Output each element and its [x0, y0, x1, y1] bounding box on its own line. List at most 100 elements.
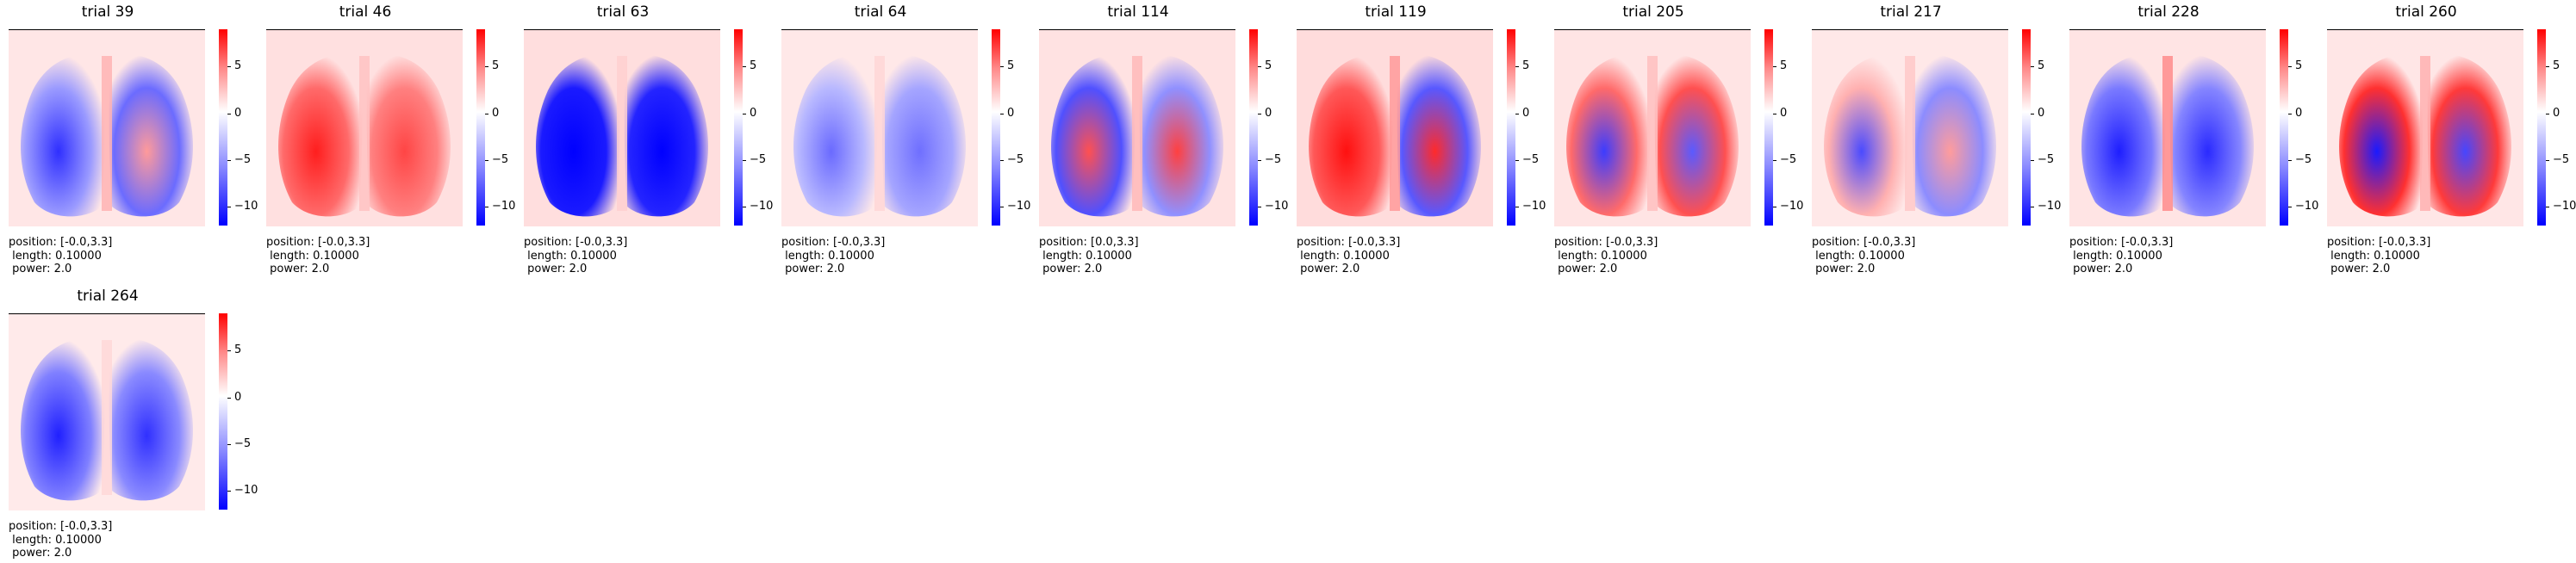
colorbar-tick-label: 0 — [750, 106, 757, 120]
panel-caption: position: [-0.0,3.3] length: 0.10000 pow… — [1812, 236, 1915, 276]
caption-length: length: 0.10000 — [2327, 249, 2420, 263]
heatmap-image — [266, 29, 463, 226]
caption-power: power: 2.0 — [781, 263, 845, 275]
colorbar-tick-mark — [1515, 160, 1519, 161]
caption-position: position: [-0.0,3.3] — [1297, 236, 1401, 249]
caption-position: position: [-0.0,3.3] — [9, 520, 113, 533]
colorbar-tick-label: −5 — [1007, 153, 1024, 166]
colorbar-tick-label: 5 — [234, 343, 242, 357]
colorbar-tick-label: 5 — [2038, 59, 2045, 73]
right-hemisphere-region — [2427, 53, 2511, 217]
midline-region — [1647, 56, 1658, 211]
panel-caption: position: [-0.0,3.3] length: 0.10000 pow… — [1297, 236, 1400, 276]
heatmap-panel: trial 260 5 0 −5 −10 position: [-0.0,3.3] len… — [2318, 3, 2576, 279]
caption-position: position: [-0.0,3.3] — [266, 236, 370, 249]
caption-length: length: 0.10000 — [2069, 249, 2162, 263]
panel-title: trial 39 — [81, 3, 134, 21]
heatmap-image — [1039, 29, 1235, 226]
right-hemisphere-region — [881, 53, 966, 217]
left-hemisphere-region — [21, 337, 105, 501]
colorbar — [2537, 29, 2546, 226]
midline-region — [102, 340, 112, 495]
colorbar-tick-label: −5 — [750, 153, 767, 166]
colorbar-tick-label: 0 — [1265, 106, 1272, 120]
panel-caption: position: [0.0,3.3] length: 0.10000 powe… — [1039, 236, 1139, 276]
colorbar-tick-mark — [227, 350, 231, 352]
right-hemisphere-region — [624, 53, 708, 217]
right-hemisphere-region — [1397, 53, 1481, 217]
colorbar-tick-label: −10 — [2038, 200, 2062, 213]
colorbar-tick-label: −5 — [2295, 153, 2312, 166]
heatmap-panel: trial 39 5 0 −5 −10 position: [-0.0,3.3] leng… — [0, 3, 258, 279]
colorbar-tick-label: −10 — [492, 200, 516, 213]
colorbar-tick-mark — [1258, 160, 1261, 161]
caption-power: power: 2.0 — [1812, 263, 1876, 275]
caption-length: length: 0.10000 — [266, 249, 359, 263]
panel-title: trial 217 — [1880, 3, 1942, 21]
left-hemisphere-region — [793, 53, 878, 217]
right-hemisphere-region — [1654, 53, 1739, 217]
colorbar-tick-label: −5 — [234, 153, 252, 166]
caption-length: length: 0.10000 — [1812, 249, 1905, 263]
colorbar-tick-label: 0 — [234, 106, 242, 120]
colorbar-tick-label: 5 — [2553, 59, 2560, 73]
caption-power: power: 2.0 — [266, 263, 330, 275]
colorbar-tick-label: 0 — [1522, 106, 1530, 120]
colorbar-tick-label: 0 — [2038, 106, 2045, 120]
panel-title: trial 63 — [596, 3, 650, 21]
colorbar-tick-mark — [227, 444, 231, 445]
panel-title: trial 64 — [854, 3, 907, 21]
colorbar-tick-label: −5 — [2553, 153, 2570, 166]
right-hemisphere-region — [2169, 53, 2254, 217]
caption-length: length: 0.10000 — [9, 249, 102, 263]
left-hemisphere-region — [278, 53, 363, 217]
panel-caption: position: [-0.0,3.3] length: 0.10000 pow… — [9, 520, 112, 560]
caption-position: position: [-0.0,3.3] — [2069, 236, 2174, 249]
right-hemisphere-region — [109, 337, 193, 501]
colorbar-tick-mark — [1773, 66, 1776, 68]
panel-caption: position: [-0.0,3.3] length: 0.10000 pow… — [2327, 236, 2430, 276]
colorbar-tick-label: −10 — [2295, 200, 2319, 213]
colorbar-tick-label: 0 — [234, 390, 242, 404]
colorbar-tick-label: −10 — [1522, 200, 1546, 213]
heatmap-panel: trial 64 5 0 −5 −10 position: [-0.0,3.3] leng… — [773, 3, 1031, 279]
midline-region — [2162, 56, 2173, 211]
heatmap-panel: trial 46 5 0 −5 −10 position: [-0.0,3.3] leng… — [258, 3, 516, 279]
midline-region — [1132, 56, 1142, 211]
caption-power: power: 2.0 — [2069, 263, 2133, 275]
midline-region — [617, 56, 627, 211]
panel-title: trial 260 — [2395, 3, 2457, 21]
caption-position: position: [-0.0,3.3] — [781, 236, 886, 249]
colorbar-tick-label: 0 — [1780, 106, 1788, 120]
colorbar-tick-label: −5 — [234, 437, 252, 450]
colorbar-tick-label: 5 — [1265, 59, 1272, 73]
colorbar-tick-label: 0 — [492, 106, 500, 120]
heatmap-image — [9, 313, 205, 510]
heatmap-panel: trial 228 5 0 −5 −10 position: [-0.0,3.3] len… — [2061, 3, 2319, 279]
midline-region — [874, 56, 885, 211]
caption-position: position: [-0.0,3.3] — [1812, 236, 1916, 249]
colorbar-tick-mark — [2031, 66, 2034, 68]
midline-region — [1905, 56, 1915, 211]
colorbar-tick-mark — [227, 66, 231, 68]
left-hemisphere-region — [21, 53, 105, 217]
caption-position: position: [-0.0,3.3] — [9, 236, 113, 249]
left-hemisphere-region — [1051, 53, 1136, 217]
caption-power: power: 2.0 — [1297, 263, 1360, 275]
colorbar-tick-label: 0 — [1007, 106, 1015, 120]
left-hemisphere-region — [1824, 53, 1908, 217]
left-hemisphere-region — [2339, 53, 2424, 217]
heatmap-panel: trial 119 5 0 −5 −10 position: [-0.0,3.3] len… — [1288, 3, 1546, 279]
right-hemisphere-region — [1139, 53, 1223, 217]
midline-region — [2420, 56, 2430, 211]
colorbar-tick-label: −5 — [2038, 153, 2055, 166]
heatmap-panel: trial 63 5 0 −5 −10 position: [-0.0,3.3] leng… — [515, 3, 774, 279]
colorbar — [476, 29, 485, 226]
caption-length: length: 0.10000 — [1297, 249, 1390, 263]
panel-title: trial 114 — [1107, 3, 1169, 21]
heatmap-image — [9, 29, 205, 226]
heatmap-panel: trial 114 5 0 −5 −10 position: [0.0,3.3] leng… — [1030, 3, 1289, 279]
caption-power: power: 2.0 — [2327, 263, 2391, 275]
heatmap-image — [2069, 29, 2266, 226]
panel-caption: position: [-0.0,3.3] length: 0.10000 pow… — [2069, 236, 2173, 276]
